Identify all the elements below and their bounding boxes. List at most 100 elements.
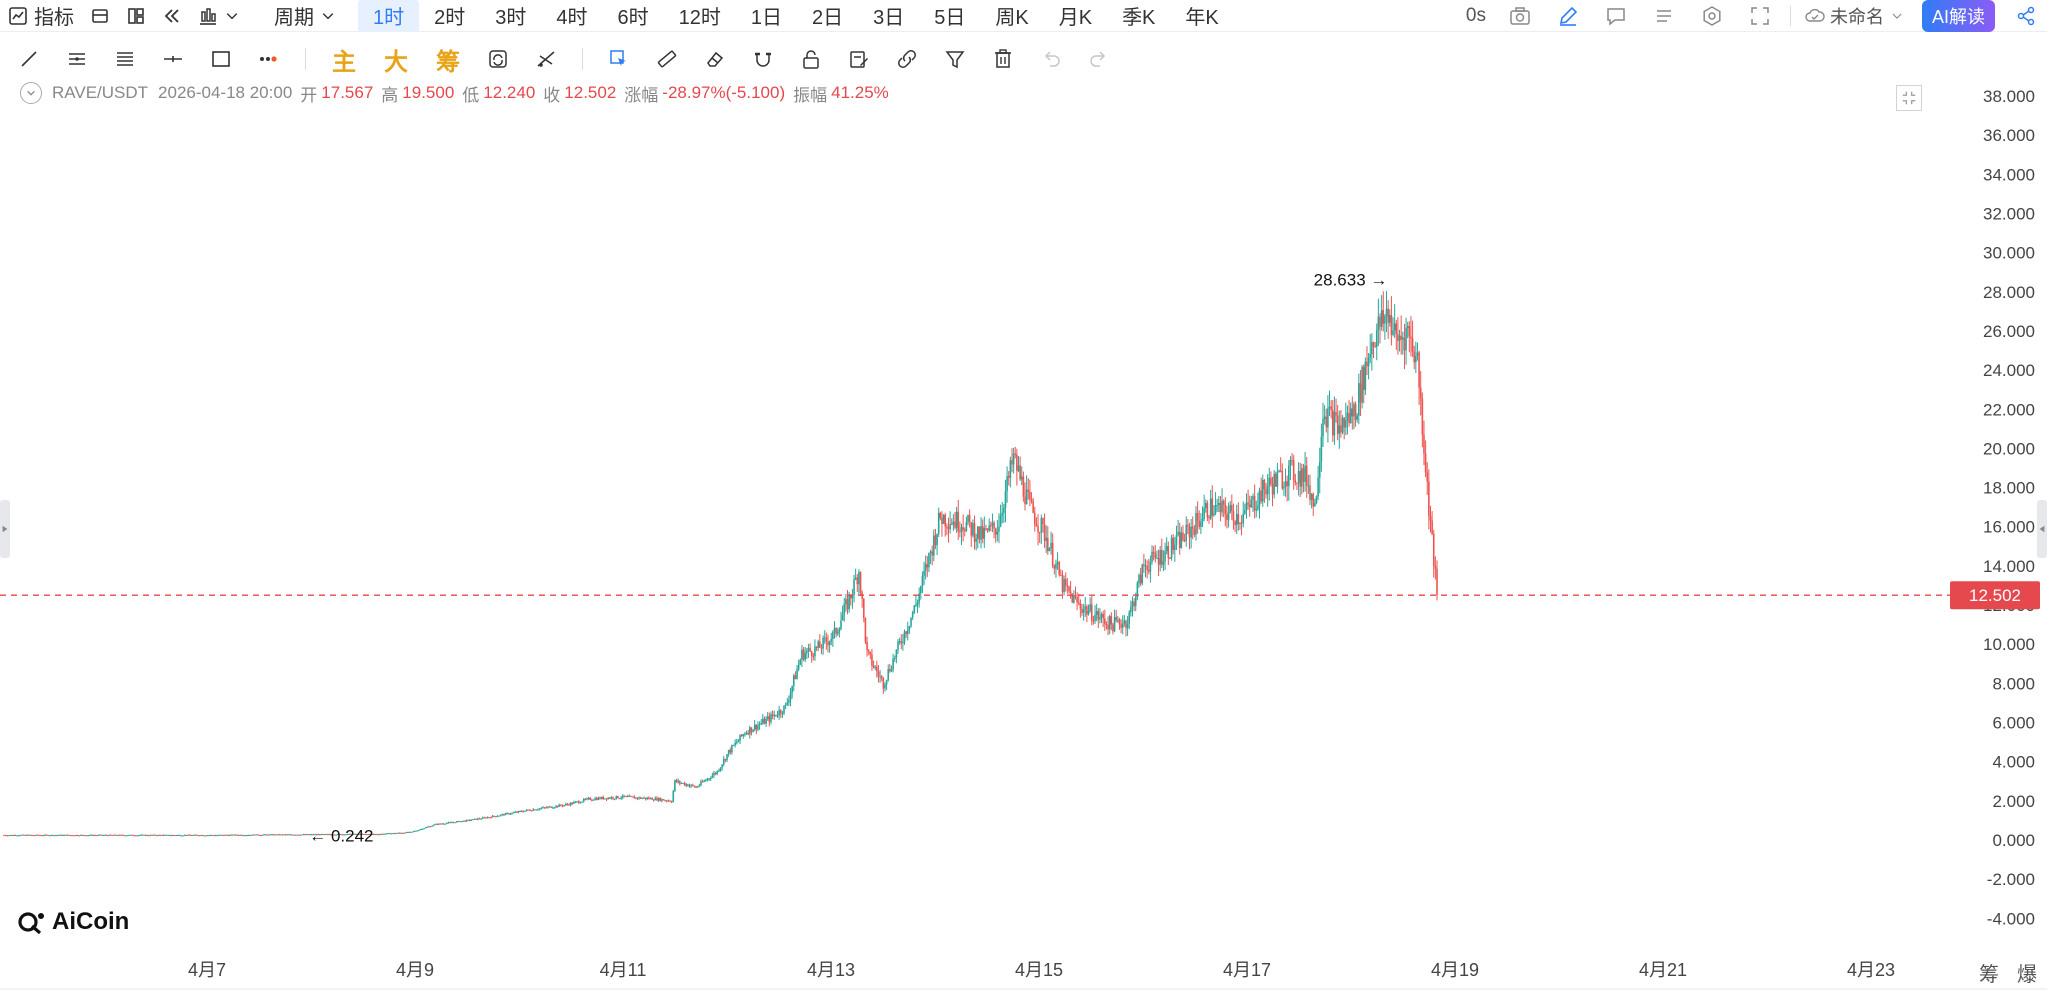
layout-button[interactable] [118, 0, 154, 32]
candle-body [1208, 517, 1210, 519]
chip-tool[interactable]: 筹 [436, 48, 460, 76]
period-tab[interactable]: 季K [1122, 7, 1156, 29]
period-tab[interactable]: 年K [1185, 7, 1219, 29]
time-tick-label: 4月9 [396, 960, 434, 980]
candle-body [579, 802, 582, 804]
ruler-tool[interactable] [652, 44, 682, 74]
legend-collapse-button[interactable] [20, 82, 42, 104]
draw-button[interactable] [1555, 3, 1581, 29]
indicator-menu[interactable]: 指标 [0, 0, 82, 32]
right-panel-toggle[interactable] [2037, 500, 2047, 558]
candle-body [1214, 505, 1217, 514]
parallel-channel-tool[interactable] [62, 44, 92, 74]
replay-button[interactable] [154, 0, 190, 32]
candle-body [556, 805, 559, 807]
undo-button[interactable] [1036, 44, 1066, 74]
candle-body [757, 725, 759, 730]
candle-body [848, 594, 850, 610]
candle-body [814, 646, 816, 657]
candle-body [1094, 614, 1096, 621]
link-tool[interactable] [892, 44, 922, 74]
candle-body [338, 834, 341, 836]
period-tab[interactable]: 12时 [678, 7, 721, 29]
period-tab[interactable]: 2时 [434, 7, 466, 29]
candle-body [1128, 612, 1131, 624]
left-panel-toggle[interactable] [0, 500, 10, 558]
chip-distribution-button[interactable]: 筹 [1979, 964, 1999, 986]
price-axis[interactable]: 38.000 36.000 34.000 32.000 30.000 28.000 26.0… [1983, 87, 2035, 928]
candle-body [631, 796, 634, 798]
settings-button[interactable] [1699, 3, 1725, 29]
candle-body [52, 834, 54, 836]
candle-series [3, 291, 1438, 837]
price-tick-label: 10.000 [1983, 635, 2035, 654]
filter-tool[interactable] [940, 44, 970, 74]
lock-tool[interactable] [796, 44, 826, 74]
candle-body [312, 834, 315, 836]
time-axis[interactable]: 4月7 4月9 4月11 4月13 4月15 4月17 4月19 4月21 4月23 [188, 960, 1895, 980]
horizontal-line-tool[interactable] [158, 44, 188, 74]
filter-icon [945, 51, 965, 69]
pattern-tool[interactable] [531, 44, 561, 74]
big-order-tool[interactable]: 大 [384, 48, 408, 76]
candle-body [1058, 562, 1061, 575]
liquidation-button[interactable]: 爆 [2017, 964, 2037, 986]
chart-maximize-button[interactable] [1896, 85, 1922, 111]
period-tab[interactable]: 1日 [750, 7, 782, 29]
alert-button[interactable] [1603, 3, 1629, 29]
rectangle-tool[interactable] [206, 44, 236, 74]
period-tab[interactable]: 5日 [934, 7, 966, 29]
candle-body [1374, 346, 1376, 348]
candle-body [97, 834, 100, 836]
ai-analysis-button[interactable]: AI解读 [1921, 0, 1995, 32]
candle-body [895, 649, 898, 658]
candle-body [236, 834, 238, 836]
fullscreen-button[interactable] [1747, 3, 1773, 29]
candle-body [1097, 611, 1100, 620]
more-tools[interactable] [254, 44, 284, 74]
period-tab[interactable]: 3时 [495, 7, 527, 29]
selection-tool[interactable] [604, 44, 634, 74]
period-tab[interactable]: 6时 [617, 7, 649, 29]
candle-body [613, 798, 616, 800]
list-button[interactable] [1651, 3, 1677, 29]
sync-tool[interactable] [483, 44, 513, 74]
time-tick-label: 4月17 [1223, 960, 1271, 980]
price-tick-label: 38.000 [1983, 87, 2035, 106]
template-button[interactable] [82, 0, 118, 32]
candle-body [1152, 551, 1155, 554]
magnet-tool[interactable] [748, 44, 778, 74]
period-tab[interactable]: 周K [995, 7, 1029, 29]
eraser-tool[interactable] [700, 44, 730, 74]
main-force-tool[interactable]: 主 [332, 48, 356, 76]
candle-body [25, 834, 28, 836]
period-tab[interactable]: 4时 [556, 7, 588, 29]
redo-button[interactable] [1084, 44, 1114, 74]
candle-body [1405, 327, 1407, 351]
candle-body [242, 835, 245, 837]
layout-name-dropdown[interactable]: 未命名 [1797, 0, 1912, 32]
candle-body [1416, 352, 1419, 356]
candle-body [416, 830, 419, 832]
fib-tool[interactable] [110, 44, 140, 74]
candlestick-chart[interactable]: 38.000 36.000 34.000 32.000 30.000 28.000 26.0… [0, 78, 2047, 992]
candle-body [1240, 522, 1243, 524]
candle-body [514, 811, 517, 813]
period-tab[interactable]: 月K [1058, 7, 1093, 29]
candle-body [672, 791, 675, 802]
chart-type-dropdown[interactable] [190, 0, 248, 32]
period-tab[interactable]: 2日 [812, 7, 844, 29]
trend-line-tool[interactable] [14, 44, 44, 74]
period-dropdown[interactable]: 周期 [266, 0, 344, 32]
candle-body [1219, 502, 1222, 513]
screenshot-button[interactable] [1507, 3, 1533, 29]
candle-body [573, 802, 575, 804]
candle-body [1167, 546, 1170, 558]
candle-body [467, 819, 469, 821]
candle-body [156, 835, 158, 837]
share-button[interactable] [2013, 3, 2039, 29]
period-tab[interactable]: 1时 [358, 0, 420, 32]
period-tab[interactable]: 3日 [873, 7, 905, 29]
visibility-tool[interactable] [844, 44, 874, 74]
delete-tool[interactable] [988, 44, 1018, 74]
